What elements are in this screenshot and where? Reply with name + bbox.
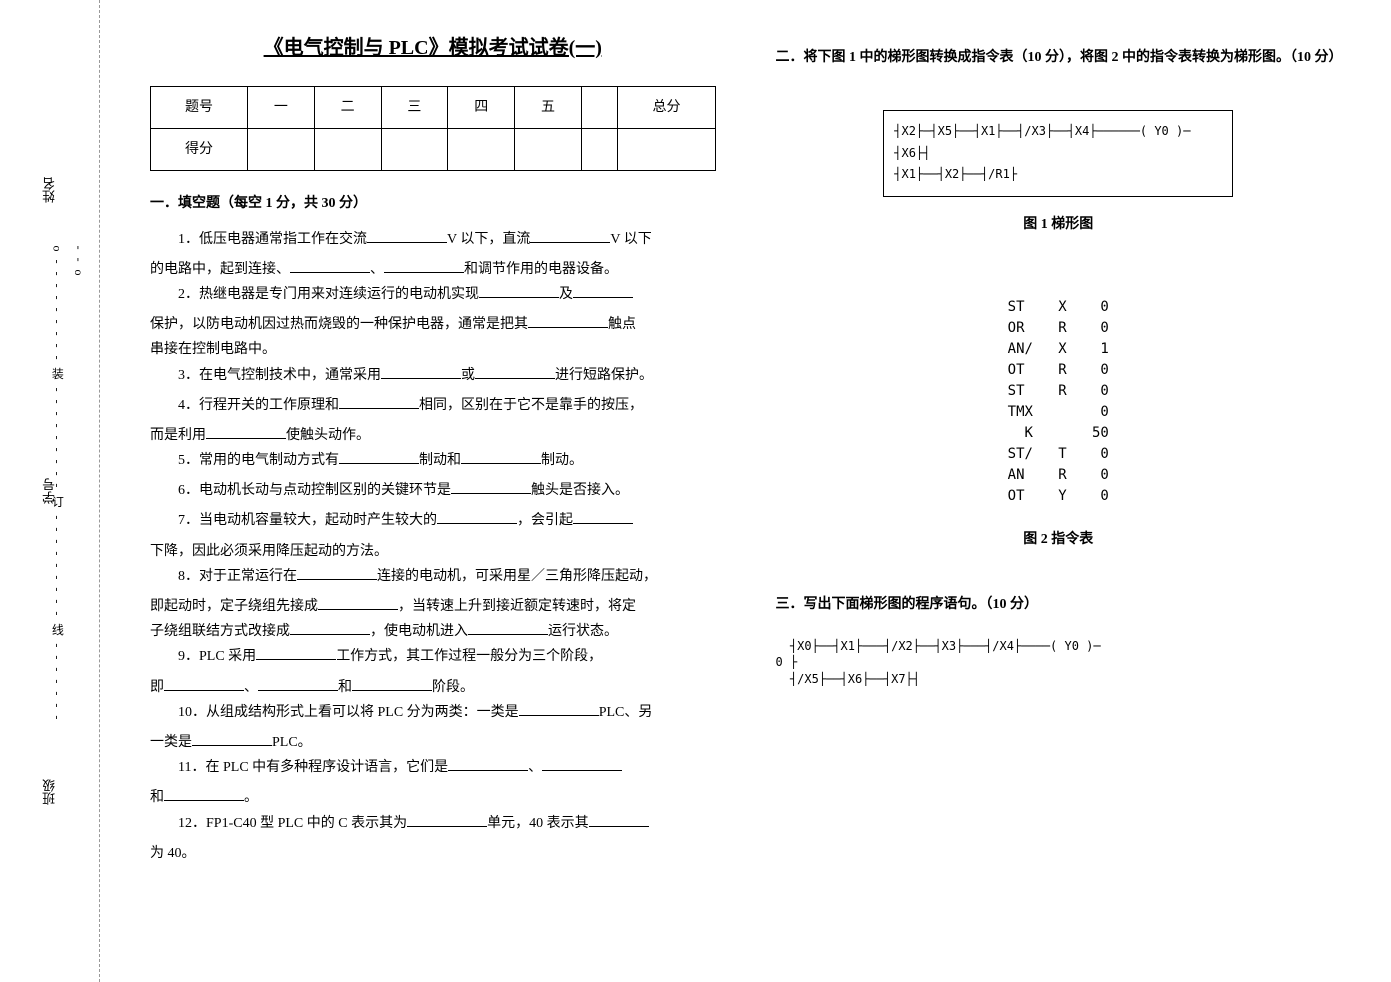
question-12-cont: 为 40。 bbox=[150, 841, 716, 866]
blank bbox=[479, 284, 559, 298]
blank bbox=[367, 229, 447, 243]
score-label: 得分 bbox=[151, 129, 248, 171]
blank bbox=[192, 732, 272, 746]
blank bbox=[542, 757, 622, 771]
score-cell bbox=[314, 129, 381, 171]
ladder-diagram-1: ┤X2├─┤X5├──┤X1├──┤/X3├──┤X4├──────( Y0 )… bbox=[883, 110, 1233, 197]
question-1-cont: 的电路中，起到连接、、和调节作用的电器设备。 bbox=[150, 257, 716, 282]
question-2-cont: 保护，以防电动机因过热而烧毁的一种保护电器，通常是把其触点 bbox=[150, 312, 716, 337]
question-11-cont: 和。 bbox=[150, 785, 716, 810]
binding-margin: 姓名 学号 班级 o---------装---------订---------线… bbox=[0, 0, 100, 982]
figure2-caption: 图 2 指令表 bbox=[776, 527, 1342, 552]
right-column: 二．将下图 1 中的梯形图转换成指令表（10 分），将图 2 中的指令表转换为梯… bbox=[746, 30, 1372, 952]
score-cell bbox=[618, 129, 715, 171]
blank bbox=[407, 813, 487, 827]
header-cell: 总分 bbox=[618, 87, 715, 129]
blank bbox=[290, 621, 370, 635]
exam-title: 《电气控制与 PLC》模拟考试试卷(一) bbox=[150, 30, 716, 66]
blank bbox=[164, 787, 244, 801]
section3-title: 三．写出下面梯形图的程序语句。（10 分） bbox=[776, 592, 1342, 617]
question-12: 12．FP1-C40 型 PLC 中的 C 表示其为单元，40 表示其 bbox=[150, 811, 716, 836]
question-11: 11．在 PLC 中有多种程序设计语言，它们是、 bbox=[150, 755, 716, 780]
score-table: 题号 一 二 三 四 五 总分 得分 bbox=[150, 86, 716, 171]
blank bbox=[530, 229, 610, 243]
blank bbox=[206, 425, 286, 439]
blank bbox=[164, 677, 244, 691]
question-9-cont: 即、和阶段。 bbox=[150, 675, 716, 700]
question-10: 10．从组成结构形式上看可以将 PLC 分为两类：一类是PLC、另 bbox=[150, 700, 716, 725]
blank bbox=[352, 677, 432, 691]
blank bbox=[256, 646, 336, 660]
blank bbox=[318, 596, 398, 610]
score-cell bbox=[515, 129, 582, 171]
blank bbox=[589, 813, 649, 827]
main-content: 《电气控制与 PLC》模拟考试试卷(一) 题号 一 二 三 四 五 总分 得分 bbox=[100, 0, 1391, 982]
blank bbox=[297, 566, 377, 580]
section1-title: 一．填空题（每空 1 分，共 30 分） bbox=[150, 191, 716, 216]
header-cell: 二 bbox=[314, 87, 381, 129]
question-10-cont: 一类是PLC。 bbox=[150, 730, 716, 755]
table-header-row: 题号 一 二 三 四 五 总分 bbox=[151, 87, 716, 129]
ladder-diagram-2: ┤X0├──┤X1├───┤/X2├──┤X3├───┤/X4├────( Y0… bbox=[776, 638, 1342, 688]
figure1-caption: 图 1 梯形图 bbox=[776, 212, 1342, 237]
blank bbox=[475, 365, 555, 379]
question-4-cont: 而是利用使触头动作。 bbox=[150, 423, 716, 448]
name-label: 姓名 bbox=[38, 177, 61, 203]
question-8-cont: 即起动时，定子绕组先接成，当转速上升到接近额定转速时，将定 bbox=[150, 594, 716, 619]
blank bbox=[573, 510, 633, 524]
header-cell: 五 bbox=[515, 87, 582, 129]
question-2-cont2: 串接在控制电路中。 bbox=[150, 337, 716, 362]
score-cell bbox=[448, 129, 515, 171]
left-column: 《电气控制与 PLC》模拟考试试卷(一) 题号 一 二 三 四 五 总分 得分 bbox=[120, 30, 746, 952]
header-cell: 三 bbox=[381, 87, 448, 129]
header-cell: 一 bbox=[247, 87, 314, 129]
score-cell bbox=[247, 129, 314, 171]
blank bbox=[381, 365, 461, 379]
blank bbox=[448, 757, 528, 771]
binding-line-text: o---------装---------订---------线---------… bbox=[46, 246, 89, 737]
blank bbox=[258, 677, 338, 691]
table-score-row: 得分 bbox=[151, 129, 716, 171]
blank bbox=[573, 284, 633, 298]
header-cell bbox=[581, 87, 618, 129]
question-8-cont2: 子绕组联结方式改接成，使电动机进入运行状态。 bbox=[150, 619, 716, 644]
question-3: 3．在电气控制技术中，通常采用或进行短路保护。 bbox=[150, 363, 716, 388]
question-7-cont: 下降，因此必须采用降压起动的方法。 bbox=[150, 539, 716, 564]
section2-title: 二．将下图 1 中的梯形图转换成指令表（10 分），将图 2 中的指令表转换为梯… bbox=[776, 45, 1342, 70]
question-4: 4．行程开关的工作原理和相同，区别在于它不是靠手的按压， bbox=[150, 393, 716, 418]
blank bbox=[437, 510, 517, 524]
score-cell bbox=[381, 129, 448, 171]
blank bbox=[468, 621, 548, 635]
header-cell: 题号 bbox=[151, 87, 248, 129]
blank bbox=[528, 314, 608, 328]
instruction-list: ST X 0 OR R 0 AN/ X 1 OT R 0 ST R 0 TMX … bbox=[776, 297, 1342, 507]
blank bbox=[339, 450, 419, 464]
question-8: 8．对于正常运行在连接的电动机，可采用星／三角形降压起动， bbox=[150, 564, 716, 589]
header-cell: 四 bbox=[448, 87, 515, 129]
question-2: 2．热继电器是专门用来对连续运行的电动机实现及 bbox=[150, 282, 716, 307]
blank bbox=[339, 395, 419, 409]
blank bbox=[451, 480, 531, 494]
class-label: 班级 bbox=[38, 779, 61, 805]
blank bbox=[384, 259, 464, 273]
question-6: 6．电动机长动与点动控制区别的关键环节是触头是否接入。 bbox=[150, 478, 716, 503]
question-7: 7．当电动机容量较大，起动时产生较大的，会引起 bbox=[150, 508, 716, 533]
score-cell bbox=[581, 129, 618, 171]
question-9: 9．PLC 采用工作方式，其工作过程一般分为三个阶段， bbox=[150, 644, 716, 669]
blank bbox=[519, 702, 599, 716]
question-1: 1．低压电器通常指工作在交流V 以下，直流V 以下 bbox=[150, 227, 716, 252]
blank bbox=[290, 259, 370, 273]
question-5: 5．常用的电气制动方式有制动和制动。 bbox=[150, 448, 716, 473]
blank bbox=[461, 450, 541, 464]
